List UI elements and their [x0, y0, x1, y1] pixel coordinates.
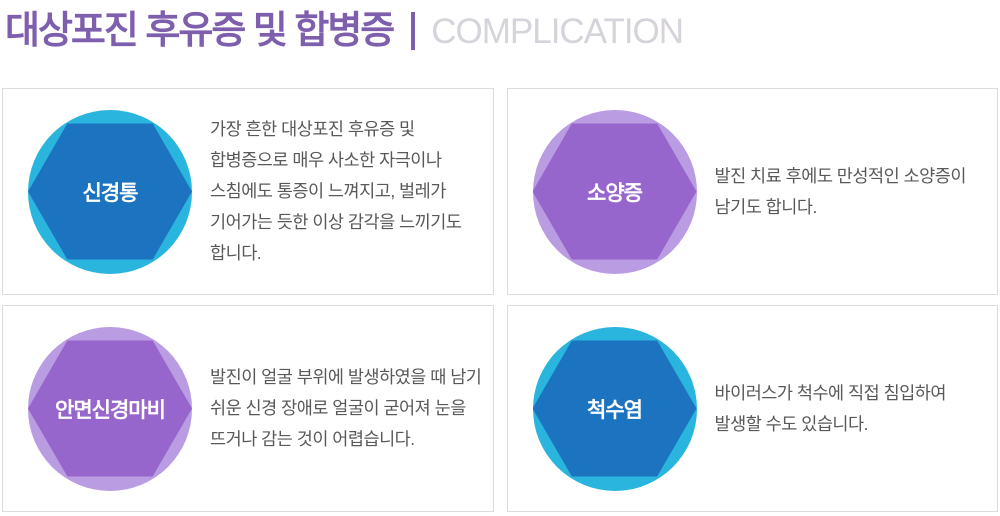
card-neuralgia: 신경통 가장 흔한 대상포진 후유증 및 합병증으로 매우 사소한 자극이나 스…: [2, 88, 494, 295]
hexagon-icon: 척수염: [532, 340, 697, 477]
hexagon-badge-circle: 신경통: [28, 109, 192, 274]
hexagon-icon: 안면신경마비: [28, 340, 192, 477]
hexagon-badge-circle: 척수염: [532, 326, 697, 491]
card-description: 가장 흔한 대상포진 후유증 및 합병증으로 매우 사소한 자극이나 스침에도 …: [210, 119, 462, 263]
badge-label: 소양증: [587, 181, 643, 205]
complication-card-grid: 신경통 가장 흔한 대상포진 후유증 및 합병증으로 매우 사소한 자극이나 스…: [2, 88, 998, 512]
hexagon-icon: 신경통: [28, 123, 192, 260]
page-title-korean: 대상포진 후유증 및 합병증: [5, 10, 395, 52]
badge-label: 신경통: [82, 181, 139, 205]
card-myelitis: 척수염 바이러스가 척수에 직접 침입하여 발생할 수도 있습니다.: [506, 305, 998, 512]
page-header: 대상포진 후유증 및 합병증 COMPLICATION: [0, 0, 1000, 56]
card-description: 발진 치료 후에도 만성적인 소양증이 남기도 합니다.: [714, 165, 967, 217]
badge-label: 척수염: [587, 398, 643, 422]
page-title-english: COMPLICATION: [431, 11, 684, 51]
hexagon-icon: 소양증: [532, 123, 697, 260]
card-description: 바이러스가 척수에 직접 침입하여 발생할 수도 있습니다.: [714, 382, 947, 434]
badge-label: 안면신경마비: [55, 398, 166, 422]
title-divider: [411, 12, 416, 50]
card-facial-nerve-paralysis: 안면신경마비 발진이 얼굴 부위에 발생하였을 때 남기 쉬운 신경 장애로 얼…: [2, 305, 494, 512]
hexagon-badge-circle: 소양증: [532, 109, 697, 274]
hexagon-badge-circle: 안면신경마비: [28, 326, 192, 491]
card-pruritus: 소양증 발진 치료 후에도 만성적인 소양증이 남기도 합니다.: [506, 88, 998, 295]
card-description: 발진이 얼굴 부위에 발생하였을 때 남기 쉬운 신경 장애로 얼굴이 굳어져 …: [210, 367, 482, 449]
